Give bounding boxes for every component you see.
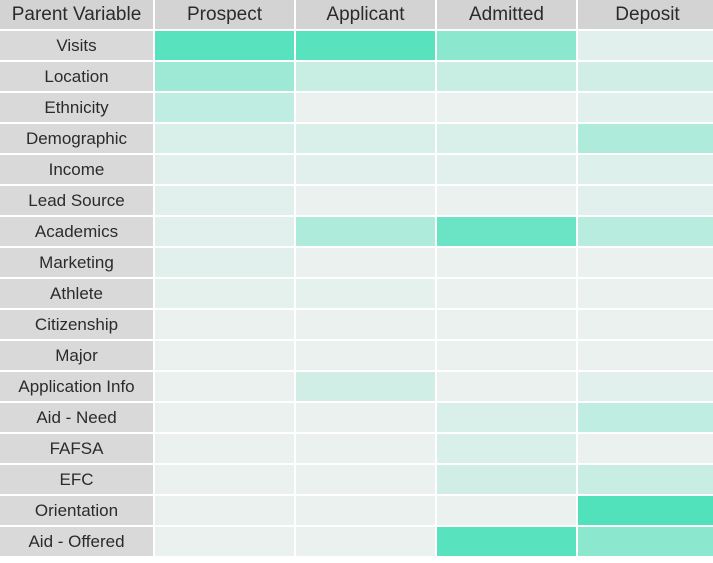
heatmap-cell-aid-offered-applicant [296, 527, 435, 556]
heatmap-cell-visits-applicant [296, 31, 435, 60]
heatmap-cell-athlete-prospect [155, 279, 294, 308]
column-header-admitted: Admitted [437, 0, 576, 29]
heatmap-cell-efc-prospect [155, 465, 294, 494]
column-header-applicant: Applicant [296, 0, 435, 29]
row-label-fafsa: FAFSA [0, 434, 153, 463]
row-label-income: Income [0, 155, 153, 184]
heatmap-cell-demographic-applicant [296, 124, 435, 153]
heatmap-cell-efc-applicant [296, 465, 435, 494]
heatmap-cell-aid-need-admitted [437, 403, 576, 432]
heatmap-cell-demographic-deposit [578, 124, 713, 153]
heatmap-cell-ethnicity-applicant [296, 93, 435, 122]
heatmap-cell-aid-offered-deposit [578, 527, 713, 556]
heatmap-cell-aid-need-deposit [578, 403, 713, 432]
heatmap-cell-ethnicity-admitted [437, 93, 576, 122]
heatmap-cell-demographic-prospect [155, 124, 294, 153]
row-label-major: Major [0, 341, 153, 370]
heatmap-cell-aid-need-prospect [155, 403, 294, 432]
heatmap-cell-marketing-deposit [578, 248, 713, 277]
heatmap-cell-visits-deposit [578, 31, 713, 60]
row-label-academics: Academics [0, 217, 153, 246]
heatmap-cell-application-info-admitted [437, 372, 576, 401]
row-label-citizenship: Citizenship [0, 310, 153, 339]
heatmap-cell-citizenship-applicant [296, 310, 435, 339]
heatmap-cell-major-deposit [578, 341, 713, 370]
heatmap-cell-academics-admitted [437, 217, 576, 246]
heatmap-cell-athlete-deposit [578, 279, 713, 308]
heatmap-cell-fafsa-applicant [296, 434, 435, 463]
row-label-orientation: Orientation [0, 496, 153, 525]
heatmap-cell-lead-source-deposit [578, 186, 713, 215]
heatmap-cell-ethnicity-prospect [155, 93, 294, 122]
row-label-marketing: Marketing [0, 248, 153, 277]
heatmap-cell-major-prospect [155, 341, 294, 370]
corner-header: Parent Variable [0, 0, 153, 29]
row-label-lead-source: Lead Source [0, 186, 153, 215]
row-label-efc: EFC [0, 465, 153, 494]
heatmap-cell-major-admitted [437, 341, 576, 370]
heatmap-cell-location-prospect [155, 62, 294, 91]
heatmap-cell-visits-prospect [155, 31, 294, 60]
heatmap-cell-fafsa-deposit [578, 434, 713, 463]
column-header-prospect: Prospect [155, 0, 294, 29]
heatmap-cell-citizenship-admitted [437, 310, 576, 339]
heatmap-cell-athlete-admitted [437, 279, 576, 308]
heatmap-cell-marketing-admitted [437, 248, 576, 277]
heatmap-cell-location-admitted [437, 62, 576, 91]
heatmap-cell-application-info-deposit [578, 372, 713, 401]
heatmap-cell-income-deposit [578, 155, 713, 184]
heatmap-cell-aid-offered-prospect [155, 527, 294, 556]
heatmap-cell-income-applicant [296, 155, 435, 184]
heatmap-cell-location-deposit [578, 62, 713, 91]
heatmap-cell-income-prospect [155, 155, 294, 184]
heatmap-cell-demographic-admitted [437, 124, 576, 153]
heatmap-cell-income-admitted [437, 155, 576, 184]
heatmap-cell-academics-prospect [155, 217, 294, 246]
heatmap-cell-academics-applicant [296, 217, 435, 246]
heatmap-cell-major-applicant [296, 341, 435, 370]
row-label-location: Location [0, 62, 153, 91]
row-label-application-info: Application Info [0, 372, 153, 401]
heatmap-cell-citizenship-prospect [155, 310, 294, 339]
row-label-athlete: Athlete [0, 279, 153, 308]
heatmap-cell-orientation-applicant [296, 496, 435, 525]
heatmap-cell-lead-source-admitted [437, 186, 576, 215]
heatmap-cell-athlete-applicant [296, 279, 435, 308]
heatmap-cell-application-info-prospect [155, 372, 294, 401]
heatmap-cell-orientation-prospect [155, 496, 294, 525]
heatmap-cell-visits-admitted [437, 31, 576, 60]
heatmap-cell-academics-deposit [578, 217, 713, 246]
heatmap-cell-efc-admitted [437, 465, 576, 494]
heatmap-cell-orientation-admitted [437, 496, 576, 525]
heatmap-cell-marketing-applicant [296, 248, 435, 277]
heatmap-cell-marketing-prospect [155, 248, 294, 277]
heatmap-cell-lead-source-prospect [155, 186, 294, 215]
heatmap-cell-lead-source-applicant [296, 186, 435, 215]
row-label-ethnicity: Ethnicity [0, 93, 153, 122]
row-label-aid-need: Aid - Need [0, 403, 153, 432]
heatmap-cell-orientation-deposit [578, 496, 713, 525]
heatmap-cell-efc-deposit [578, 465, 713, 494]
heatmap-cell-application-info-applicant [296, 372, 435, 401]
heatmap-cell-location-applicant [296, 62, 435, 91]
row-label-aid-offered: Aid - Offered [0, 527, 153, 556]
heatmap-cell-fafsa-admitted [437, 434, 576, 463]
heatmap-cell-fafsa-prospect [155, 434, 294, 463]
heatmap-cell-aid-need-applicant [296, 403, 435, 432]
heatmap-cell-ethnicity-deposit [578, 93, 713, 122]
heatmap-cell-aid-offered-admitted [437, 527, 576, 556]
row-label-visits: Visits [0, 31, 153, 60]
column-header-deposit: Deposit [578, 0, 713, 29]
heatmap-cell-citizenship-deposit [578, 310, 713, 339]
row-label-demographic: Demographic [0, 124, 153, 153]
